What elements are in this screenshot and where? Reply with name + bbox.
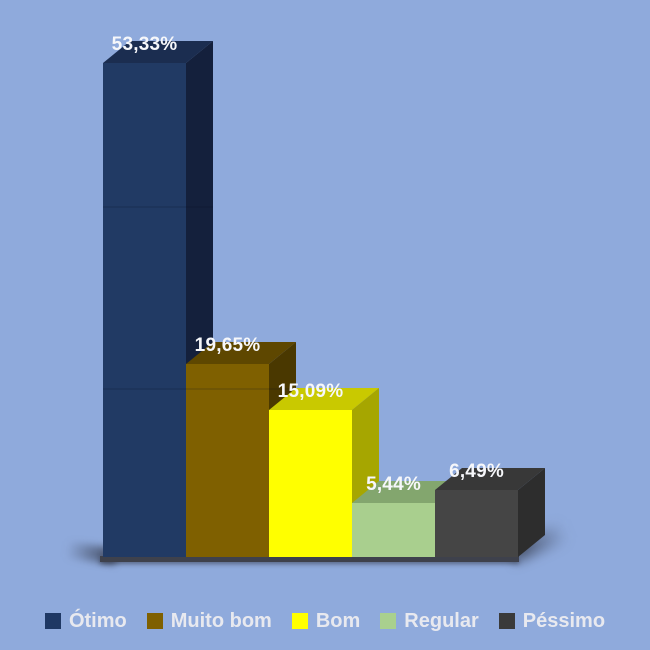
bar-value-label-bom: 15,09% [277,381,344,402]
bar-value-label-muito-bom: 19,65% [194,335,261,356]
bar-otimo-front-face [103,63,186,557]
bar-value-label-regular: 5,44% [366,474,421,495]
bar-bom-top-face [269,388,379,410]
legend-item-bom: Bom [291,609,361,633]
gridline-upper [103,206,213,208]
bar-otimo-top-face [103,41,213,63]
legend-label-pessimo: Péssimo [522,609,606,632]
bar-value-label-otimo: 53,33% [111,34,178,55]
legend-swatch-muito-bom [146,613,163,629]
legend-item-otimo: Ótimo [44,609,127,633]
legend-label-otimo: Ótimo [68,609,127,632]
legend-swatch-pessimo [498,613,515,629]
legend-swatch-otimo [44,613,61,629]
bar-pessimo-top-face [435,468,545,490]
bar-muito-bom-top-face [186,342,296,364]
chart-floor [100,556,519,562]
bar-value-label-pessimo: 6,49% [449,461,504,482]
bar-regular-top-face [352,481,462,503]
bar-pessimo-front-face [435,490,518,557]
legend-item-regular: Regular [380,609,479,633]
bar-muito-bom-front-face [186,364,269,557]
chart-legend: Ótimo Muito bom Bom Regular Péssimo [0,606,650,636]
bar-regular-front-face [352,503,435,557]
legend-item-pessimo: Péssimo [498,609,606,633]
legend-item-muito-bom: Muito bom [146,609,272,633]
legend-swatch-bom [291,613,308,629]
gridline-lower [103,388,296,390]
legend-label-muito-bom: Muito bom [170,609,272,632]
legend-swatch-regular [380,613,397,629]
legend-label-bom: Bom [315,609,361,632]
bar-bom-front-face [269,410,352,557]
legend-label-regular: Regular [404,609,479,632]
